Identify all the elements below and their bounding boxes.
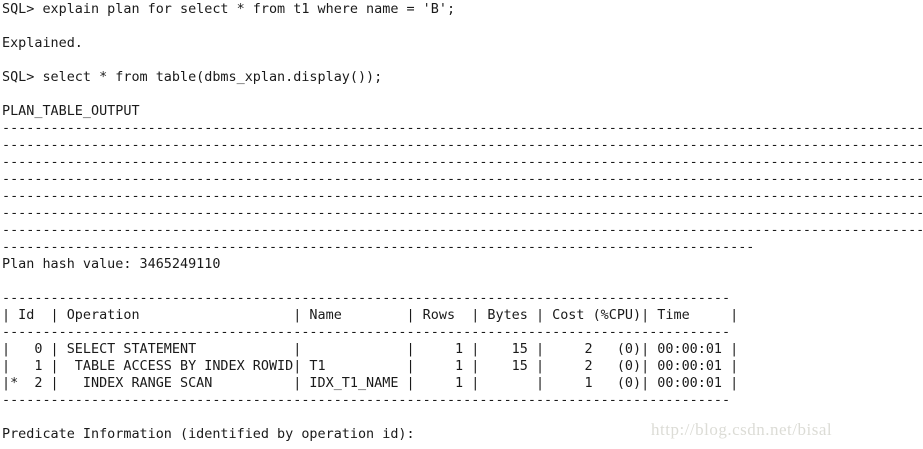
terminal-line: ----------------------------------------… xyxy=(2,240,755,255)
terminal-line: PLAN_TABLE_OUTPUT xyxy=(2,104,140,119)
terminal-line: ----------------------------------------… xyxy=(2,121,923,136)
terminal-line xyxy=(2,18,923,35)
terminal-line: SQL> explain plan for select * from t1 w… xyxy=(2,2,456,17)
terminal-line: ----------------------------------------… xyxy=(2,223,923,238)
terminal-line xyxy=(2,86,923,103)
terminal-line: ----------------------------------------… xyxy=(2,172,923,187)
terminal-line: Explained. xyxy=(2,36,83,51)
terminal-line: ----------------------------------------… xyxy=(2,189,923,204)
terminal-line: SQL> select * from table(dbms_xplan.disp… xyxy=(2,70,383,85)
terminal-line: | 0 | SELECT STATEMENT | | 1 | 15 | 2 (0… xyxy=(2,342,739,357)
terminal-line: |* 2 | INDEX RANGE SCAN | IDX_T1_NAME | … xyxy=(2,376,739,391)
watermark: http://blog.csdn.net/bisal xyxy=(651,420,833,439)
terminal-line: ----------------------------------------… xyxy=(2,393,731,408)
terminal-line: Plan hash value: 3465249110 xyxy=(2,257,221,272)
terminal-line: ----------------------------------------… xyxy=(2,291,731,306)
terminal-line: Predicate Information (identified by ope… xyxy=(2,427,415,442)
terminal-line: | Id | Operation | Name | Rows | Bytes |… xyxy=(2,308,739,323)
terminal-line: ----------------------------------------… xyxy=(2,325,731,340)
terminal-line: ----------------------------------------… xyxy=(2,138,923,153)
terminal-line xyxy=(2,52,923,69)
terminal-line: | 1 | TABLE ACCESS BY INDEX ROWID| T1 | … xyxy=(2,359,739,374)
terminal-line: ----------------------------------------… xyxy=(2,206,923,221)
terminal-line xyxy=(2,273,923,290)
terminal-line: ----------------------------------------… xyxy=(2,155,923,170)
